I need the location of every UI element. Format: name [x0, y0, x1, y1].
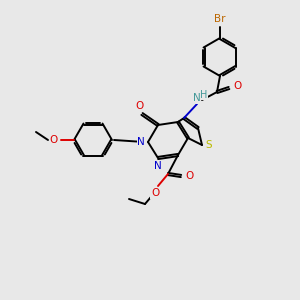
Text: N: N — [137, 137, 145, 147]
Text: N: N — [193, 93, 201, 103]
Text: H: H — [200, 90, 208, 100]
Text: Br: Br — [214, 14, 226, 24]
Text: O: O — [50, 135, 58, 145]
Text: N: N — [154, 161, 162, 171]
Text: O: O — [136, 101, 144, 111]
Text: O: O — [233, 81, 241, 91]
Text: O: O — [185, 171, 193, 181]
Text: O: O — [151, 188, 159, 198]
Text: S: S — [206, 140, 212, 150]
